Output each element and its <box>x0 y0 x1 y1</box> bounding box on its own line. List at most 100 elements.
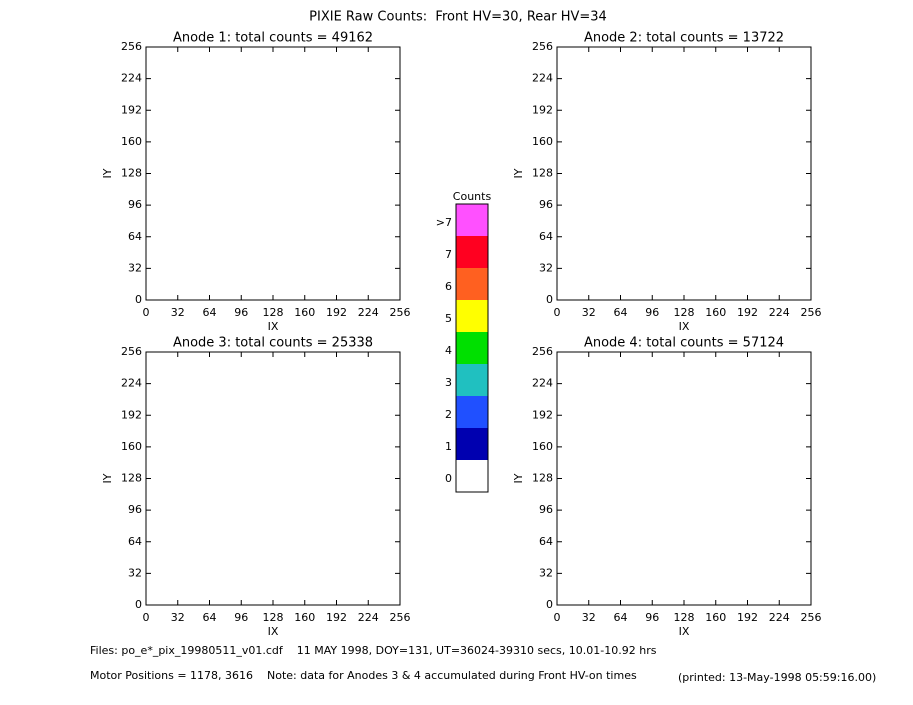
y-tick-label: 192 <box>121 408 142 421</box>
x-tick-label: 96 <box>234 611 248 624</box>
plot-frame <box>556 351 812 606</box>
x-tick-label: 256 <box>390 611 411 624</box>
y-tick-label: 160 <box>532 135 553 148</box>
y-tick-label: 256 <box>121 345 142 358</box>
y-tick-label: 128 <box>121 472 142 485</box>
y-tick-label: 160 <box>532 440 553 453</box>
y-tick-label: 96 <box>539 198 553 211</box>
x-tick-label: 96 <box>645 306 659 319</box>
y-tick-label: 160 <box>121 440 142 453</box>
x-tick-label: 0 <box>143 611 150 624</box>
y-tick-label: 0 <box>546 598 553 611</box>
colorbar-label: 6 <box>445 280 452 293</box>
y-tick-label: 192 <box>121 103 142 116</box>
colorbar-label: >7 <box>436 216 452 229</box>
y-tick-label: 128 <box>532 472 553 485</box>
x-tick-label: 128 <box>674 306 695 319</box>
panel-title: Anode 2: total counts = 13722 <box>584 31 784 46</box>
colorbar-title: Counts <box>453 190 492 203</box>
x-tick-label: 160 <box>294 611 315 624</box>
x-tick-label: 256 <box>390 306 411 319</box>
y-tick-label: 0 <box>546 293 553 306</box>
colorbar-cell <box>456 396 488 428</box>
colorbar-label: 3 <box>445 376 452 389</box>
y-tick-label: 96 <box>128 198 142 211</box>
y-tick-label: 32 <box>539 566 553 579</box>
x-tick-label: 256 <box>801 306 822 319</box>
x-tick-label: 64 <box>203 611 217 624</box>
x-tick-label: 0 <box>554 611 561 624</box>
footer-printed: (printed: 13-May-1998 05:59:16.00) <box>678 671 876 684</box>
x-axis-label: IX <box>679 320 690 333</box>
y-tick-label: 64 <box>539 230 553 243</box>
x-tick-label: 224 <box>769 611 790 624</box>
x-tick-label: 224 <box>769 306 790 319</box>
x-tick-label: 96 <box>645 611 659 624</box>
y-tick-label: 32 <box>128 261 142 274</box>
x-tick-label: 160 <box>705 306 726 319</box>
colorbar-cell <box>456 332 488 364</box>
colorbar-label: 2 <box>445 408 452 421</box>
colorbar-cell <box>456 428 488 460</box>
x-tick-label: 192 <box>737 611 758 624</box>
colorbar-frame <box>455 203 489 493</box>
y-tick-label: 32 <box>128 566 142 579</box>
colorbar-label: 0 <box>445 472 452 485</box>
x-tick-label: 32 <box>171 611 185 624</box>
x-tick-label: 128 <box>263 611 284 624</box>
x-tick-label: 32 <box>582 306 596 319</box>
plot-frame <box>556 46 812 301</box>
x-axis-label: IX <box>679 625 690 638</box>
x-tick-label: 32 <box>582 611 596 624</box>
x-tick-label: 32 <box>171 306 185 319</box>
plot-frame <box>145 46 401 301</box>
y-tick-label: 224 <box>532 377 553 390</box>
colorbar-label: 7 <box>445 248 452 261</box>
x-tick-label: 64 <box>614 306 628 319</box>
y-axis-label: IY <box>101 473 114 483</box>
y-tick-label: 128 <box>532 167 553 180</box>
x-axis-label: IX <box>268 320 279 333</box>
y-axis-label: IY <box>512 473 525 483</box>
y-tick-label: 64 <box>539 535 553 548</box>
y-tick-label: 224 <box>121 377 142 390</box>
x-tick-label: 96 <box>234 306 248 319</box>
colorbar-cell <box>456 300 488 332</box>
y-tick-label: 224 <box>121 72 142 85</box>
x-tick-label: 128 <box>674 611 695 624</box>
panel-title: Anode 3: total counts = 25338 <box>173 336 373 351</box>
y-tick-label: 256 <box>121 40 142 53</box>
x-tick-label: 64 <box>203 306 217 319</box>
panel-title: Anode 4: total counts = 57124 <box>584 336 784 351</box>
footer-motor: Motor Positions = 1178, 3616 Note: data … <box>90 669 637 682</box>
colorbar-cell <box>456 364 488 396</box>
x-tick-label: 192 <box>326 611 347 624</box>
panel-title: Anode 1: total counts = 49162 <box>173 31 373 46</box>
y-tick-label: 32 <box>539 261 553 274</box>
x-tick-label: 64 <box>614 611 628 624</box>
y-tick-label: 96 <box>539 503 553 516</box>
x-tick-label: 160 <box>294 306 315 319</box>
y-tick-label: 0 <box>135 293 142 306</box>
footer-files: Files: po_e*_pix_19980511_v01.cdf 11 MAY… <box>90 644 657 657</box>
y-tick-label: 160 <box>121 135 142 148</box>
y-tick-label: 256 <box>532 345 553 358</box>
y-tick-label: 64 <box>128 535 142 548</box>
colorbar-label: 5 <box>445 312 452 325</box>
y-tick-label: 128 <box>121 167 142 180</box>
x-tick-label: 128 <box>263 306 284 319</box>
plot-frame <box>145 351 401 606</box>
x-tick-label: 0 <box>554 306 561 319</box>
y-tick-label: 192 <box>532 103 553 116</box>
y-tick-label: 0 <box>135 598 142 611</box>
colorbar-cell <box>456 460 488 492</box>
colorbar-cell <box>456 204 488 236</box>
y-tick-label: 64 <box>128 230 142 243</box>
colorbar-cell <box>456 268 488 300</box>
y-tick-label: 192 <box>532 408 553 421</box>
y-axis-label: IY <box>512 168 525 178</box>
colorbar-label: 4 <box>445 344 452 357</box>
figure-title: PIXIE Raw Counts: Front HV=30, Rear HV=3… <box>309 10 607 25</box>
